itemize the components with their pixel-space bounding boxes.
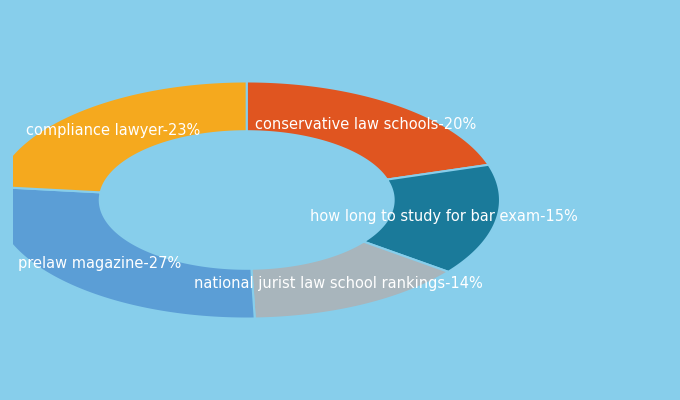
Text: prelaw magazine-27%: prelaw magazine-27%	[18, 256, 182, 271]
Polygon shape	[364, 165, 500, 272]
Polygon shape	[247, 82, 489, 180]
Text: compliance lawyer-23%: compliance lawyer-23%	[26, 123, 201, 138]
Text: conservative law schools-20%: conservative law schools-20%	[255, 117, 476, 132]
Text: how long to study for bar exam-15%: how long to study for bar exam-15%	[310, 209, 577, 224]
Polygon shape	[0, 82, 247, 192]
Text: national jurist law school rankings-14%: national jurist law school rankings-14%	[194, 276, 483, 291]
Polygon shape	[0, 187, 255, 318]
Polygon shape	[252, 242, 448, 318]
